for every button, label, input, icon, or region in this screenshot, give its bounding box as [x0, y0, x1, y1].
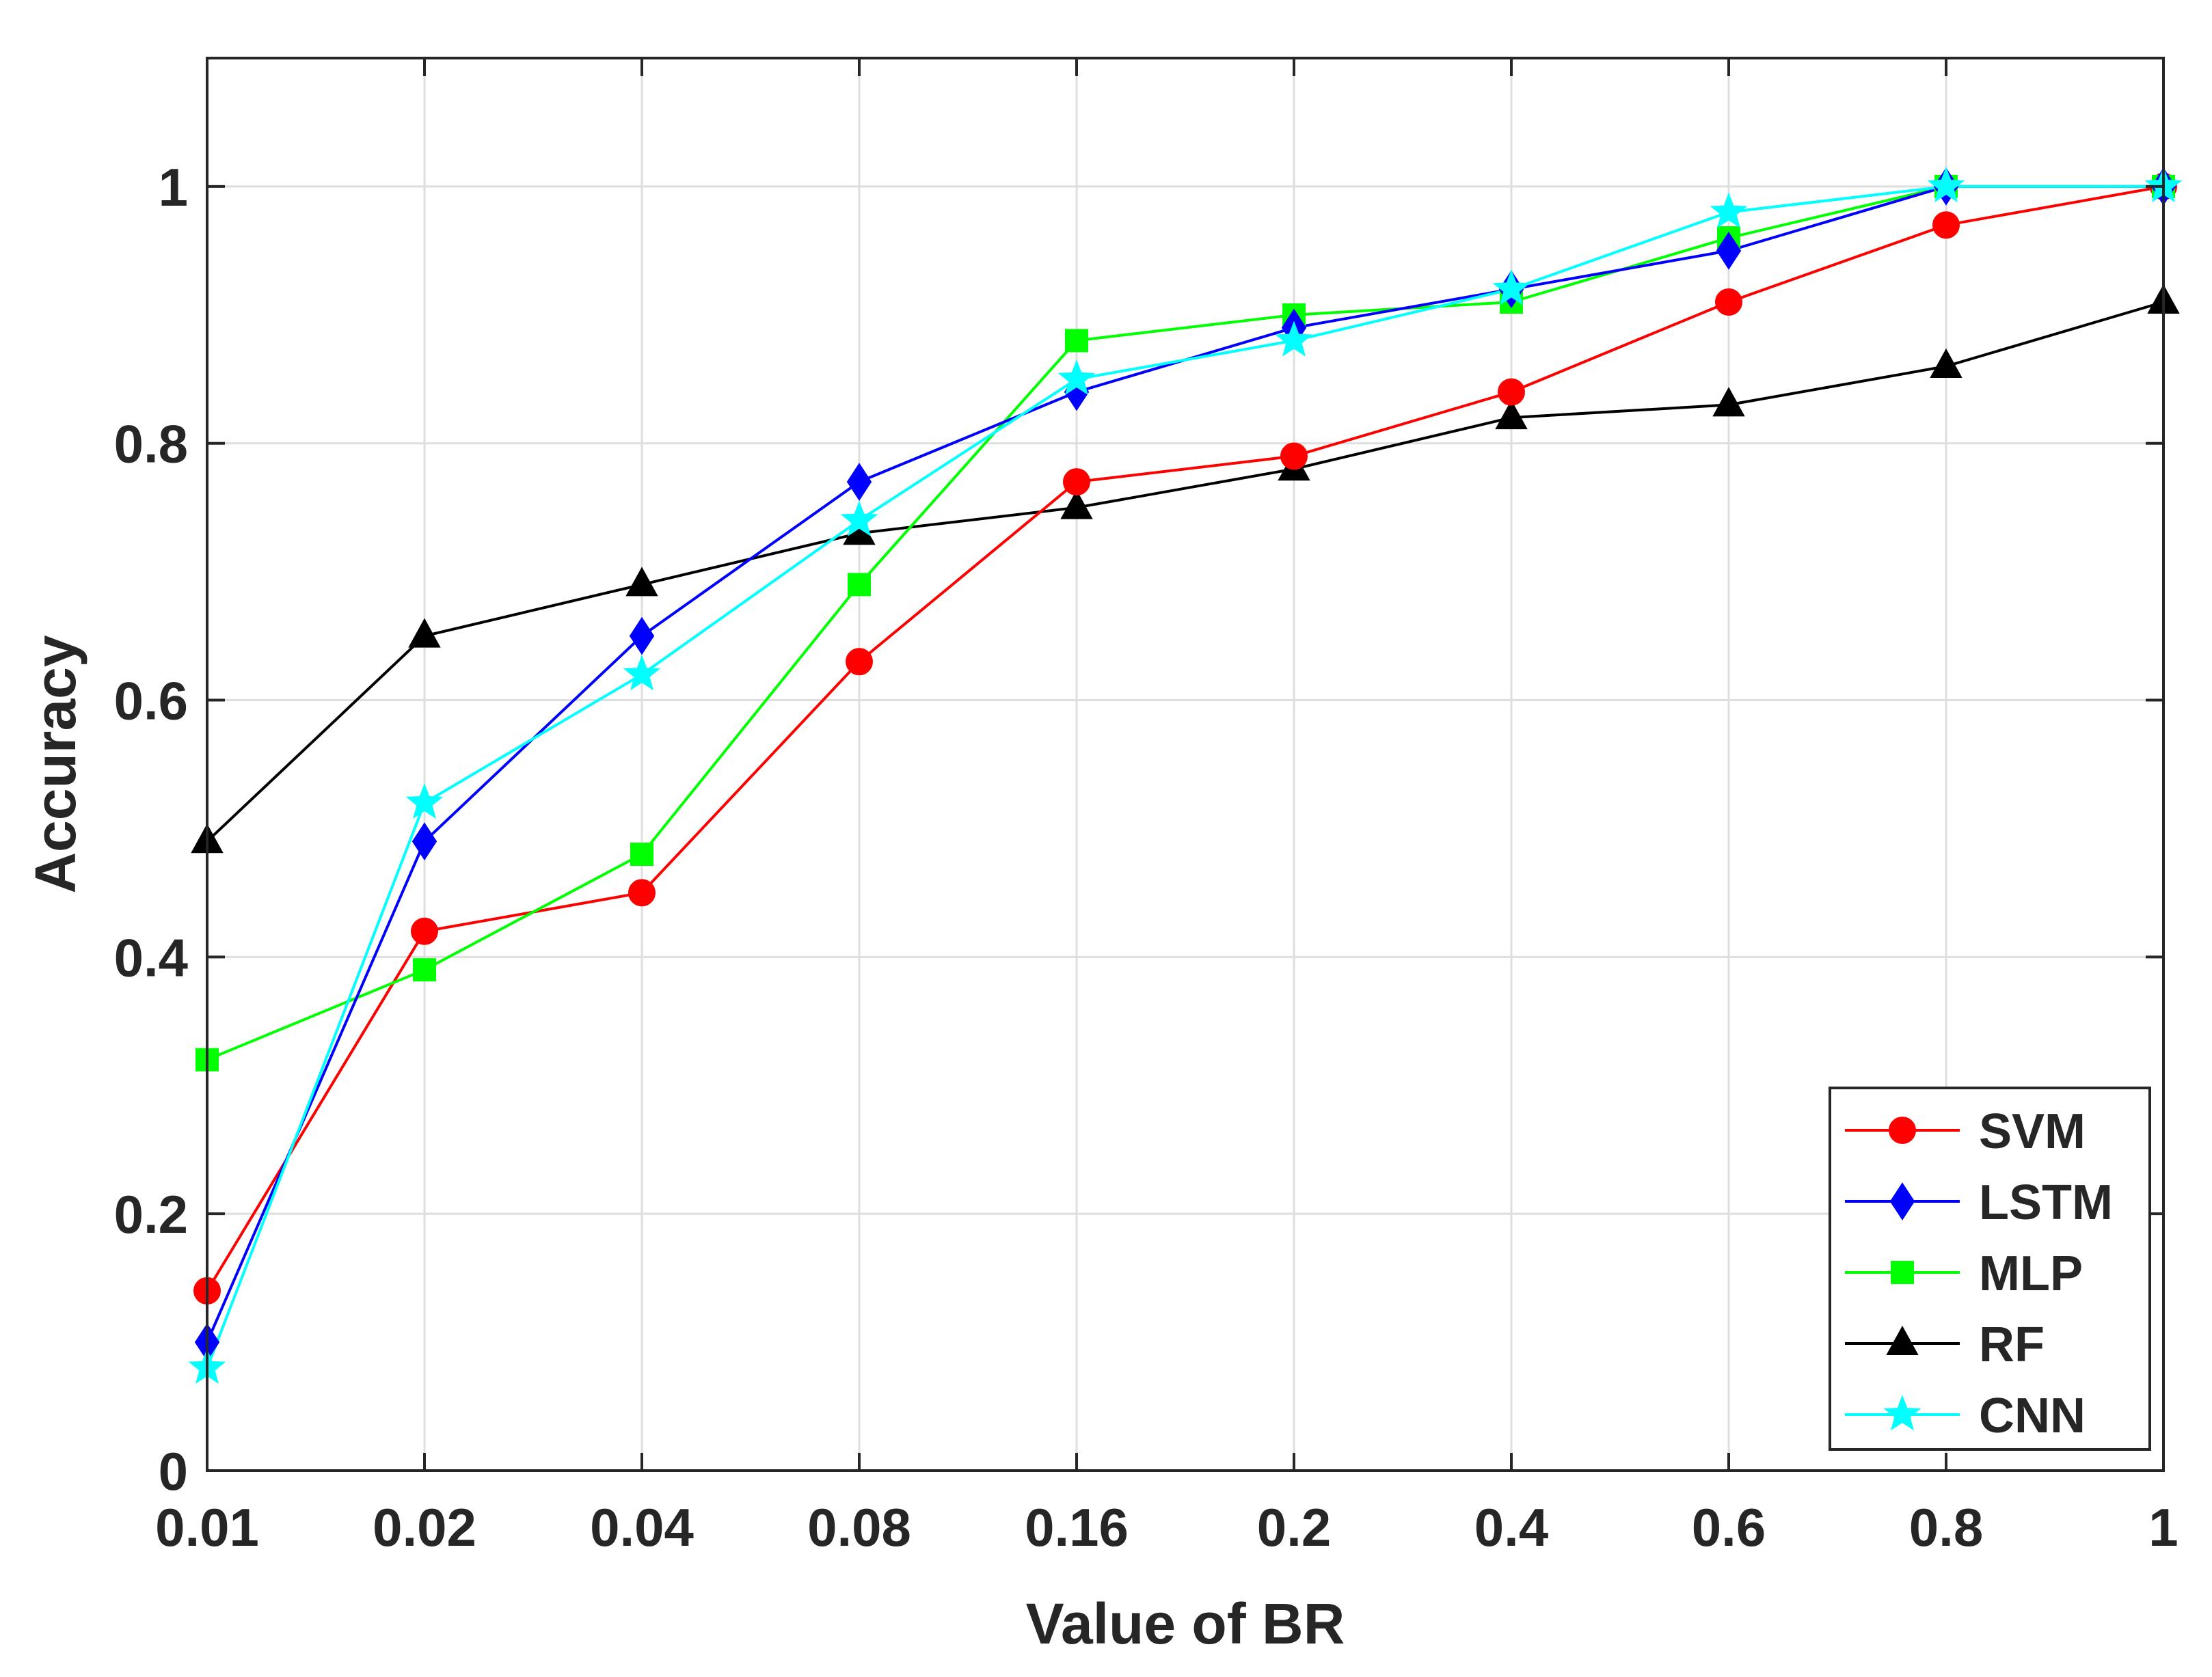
data-point-cnn: [1275, 321, 1313, 357]
data-point-svm: [1715, 288, 1742, 316]
y-tick-label: 0.2: [114, 1184, 188, 1244]
x-tick-label: 0.2: [1257, 1497, 1331, 1557]
data-point-svm: [628, 879, 656, 907]
data-point-lstm: [846, 463, 872, 501]
series-lines: [206, 185, 2164, 1369]
y-axis-label: Accuracy: [23, 635, 87, 894]
legend-marker-cnn: [1883, 1395, 1921, 1431]
data-point-svm: [1063, 468, 1090, 496]
series-line-rf: [206, 301, 2164, 843]
x-tick-label: 0.4: [1474, 1497, 1548, 1557]
legend: SVM LSTM MLP RF CNN: [1829, 1087, 2151, 1451]
x-tick-label: 0.6: [1692, 1497, 1766, 1557]
y-tick-label: 0: [159, 1441, 188, 1501]
data-point-cnn: [840, 500, 878, 536]
series-line-cnn: [206, 185, 2163, 1369]
data-point-mlp: [630, 843, 653, 867]
data-point-mlp: [413, 958, 436, 982]
legend-label-rf: RF: [1979, 1318, 2045, 1372]
data-point-cnn: [1710, 192, 1748, 228]
data-point-svm: [411, 917, 438, 945]
data-point-rf: [1060, 489, 1093, 519]
legend-label-cnn: CNN: [1979, 1389, 2086, 1443]
data-point-svm: [1280, 442, 1308, 470]
data-point-cnn: [1927, 167, 1965, 203]
x-tick-label: 0.16: [1025, 1497, 1129, 1557]
x-axis-label: Value of BR: [1026, 1592, 1345, 1656]
data-point-cnn: [1057, 359, 1096, 396]
data-point-svm: [846, 648, 873, 676]
data-point-rf: [1930, 348, 1963, 378]
series-markers: [188, 167, 2183, 1384]
axis-ticks: [206, 58, 2165, 1472]
x-tick-label: 0.08: [807, 1497, 911, 1557]
data-point-mlp: [1065, 329, 1088, 353]
legend-box: [1829, 1087, 2151, 1451]
data-point-cnn: [623, 655, 661, 691]
data-point-cnn: [1492, 269, 1530, 305]
data-point-lstm: [629, 616, 655, 655]
legend-marker-mlp: [1891, 1261, 1914, 1284]
data-point-svm: [1932, 211, 1960, 239]
series-line-mlp: [206, 185, 2163, 1061]
legend-label-svm: SVM: [1979, 1104, 2086, 1159]
data-point-mlp: [848, 573, 871, 597]
legend-label-lstm: LSTM: [1979, 1175, 2113, 1230]
legend-marker-lstm: [1889, 1182, 1915, 1221]
y-tick-labels: 0 0.2 0.4 0.6 0.8 1: [114, 157, 188, 1501]
data-point-lstm: [1716, 232, 1742, 270]
data-point-lstm: [412, 822, 437, 861]
data-point-rf: [1712, 387, 1745, 417]
x-tick-label: 0.01: [155, 1497, 259, 1557]
data-point-rf: [1495, 400, 1528, 430]
x-tick-label: 1: [2148, 1497, 2178, 1557]
legend-marker-rf: [1886, 1325, 1919, 1355]
y-tick-label: 0.4: [114, 927, 188, 987]
data-point-rf: [625, 567, 658, 597]
x-tick-label: 0.8: [1909, 1497, 1983, 1557]
legend-label-mlp: MLP: [1979, 1246, 2083, 1301]
y-tick-label: 0.8: [114, 414, 188, 474]
series-markers-rf: [191, 284, 2180, 854]
y-tick-label: 1: [159, 157, 188, 217]
y-tick-label: 0.6: [114, 671, 188, 731]
data-point-rf: [408, 618, 441, 648]
legend-marker-svm: [1889, 1117, 1916, 1144]
x-tick-label: 0.04: [590, 1497, 694, 1557]
series-markers-cnn: [188, 167, 2183, 1384]
x-tick-label: 0.02: [373, 1497, 476, 1557]
data-point-svm: [1498, 378, 1525, 406]
x-tick-labels: 0.01 0.02 0.04 0.08 0.16 0.2 0.4 0.6 0.8 1: [155, 1497, 2179, 1557]
data-point-cnn: [405, 783, 444, 819]
axes-box: [206, 57, 2165, 1472]
